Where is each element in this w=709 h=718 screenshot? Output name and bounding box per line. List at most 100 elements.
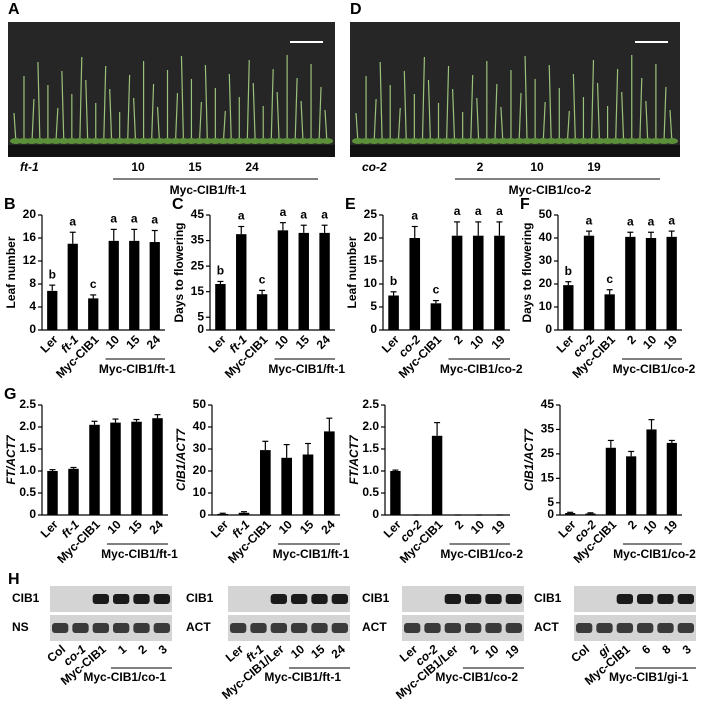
plant-stem: [524, 55, 528, 144]
y-tick-label: 25: [541, 446, 555, 460]
y-tick-label: 45: [541, 397, 555, 411]
x-tick-label: Ler: [208, 517, 231, 540]
line-label: 19: [587, 160, 601, 174]
bar: [583, 235, 595, 330]
bar: [563, 285, 574, 330]
blot-band: [250, 623, 267, 633]
bar: [302, 454, 314, 515]
plant-stem: [13, 112, 17, 144]
bar: [645, 238, 657, 330]
photo: [350, 22, 680, 157]
bar: [430, 303, 442, 330]
plant-stem: [31, 98, 35, 144]
y-tick-label: 15: [364, 253, 378, 267]
bar: [625, 236, 636, 330]
bar: [319, 232, 330, 330]
blot-band: [637, 623, 654, 633]
blot-band: [677, 623, 694, 633]
y-tick-label: 20: [539, 276, 553, 290]
blot-band: [657, 594, 674, 604]
significance-letter: a: [627, 214, 634, 228]
plant-stem: [222, 110, 226, 144]
plant-stem: [318, 86, 322, 144]
y-tick-label: 10: [539, 299, 553, 313]
plant-stem: [615, 68, 619, 144]
genotype-label: ft-1: [20, 160, 39, 174]
y-tick-label: 16: [23, 230, 37, 244]
y-tick-label: 0: [547, 507, 554, 521]
bar: [88, 298, 99, 330]
plant-stem: [542, 101, 546, 144]
blot-band: [153, 623, 170, 633]
blot-band: [133, 594, 150, 604]
y-tick-label: 2.5: [362, 397, 379, 411]
significance-letter: a: [69, 214, 76, 228]
lane-label: 2: [467, 642, 481, 657]
y-tick-label: 0.5: [19, 485, 36, 499]
x-tick-label: 15: [123, 332, 143, 352]
plant-stem: [518, 92, 522, 144]
plant-stem: [572, 73, 576, 144]
y-tick-label: 4: [29, 299, 36, 313]
blot: [574, 586, 696, 612]
y-tick-label: 40: [193, 419, 207, 433]
bar: [256, 294, 268, 330]
lane-label: Col: [568, 642, 592, 665]
panel-label: C: [172, 196, 184, 213]
blot-band: [465, 623, 482, 633]
bar: [260, 450, 271, 515]
significance-letter: a: [321, 207, 328, 221]
x-tick-label: 24: [318, 517, 338, 537]
blot-band: [72, 623, 89, 633]
blot-band: [311, 594, 328, 604]
significance-letter: c: [259, 273, 266, 287]
y-tick-label: 1.0: [19, 463, 36, 477]
plant-stem: [445, 65, 450, 144]
plant-stem: [55, 107, 59, 144]
panel-label: G: [4, 386, 16, 403]
plant-stem: [150, 83, 155, 144]
y-tick-label: 0: [545, 322, 552, 336]
significance-letter: a: [648, 214, 655, 228]
y-tick-label: 2.5: [19, 397, 36, 411]
plant-stem: [476, 97, 480, 144]
plant-stem: [103, 65, 107, 144]
bar: [89, 424, 100, 515]
blot-band: [616, 594, 633, 604]
lane-label: 3: [156, 642, 170, 657]
y-tick-label: 5: [370, 299, 377, 313]
y-tick-label: 0: [29, 507, 36, 521]
plant-stem: [61, 70, 65, 144]
panel-label: H: [8, 571, 20, 588]
plant-stem: [548, 64, 552, 144]
bar: [604, 294, 615, 330]
x-tick-label: 2: [452, 517, 467, 532]
y-tick-label: 0: [199, 507, 206, 521]
x-tick-label: 19: [489, 517, 509, 537]
significance-letter: a: [300, 207, 307, 221]
bar: [47, 290, 58, 330]
x-tick-label: 15: [297, 517, 317, 537]
panel-label: B: [4, 196, 16, 213]
y-tick-label: 20: [193, 463, 207, 477]
y-tick-label: 0: [29, 322, 36, 336]
plant-stem: [470, 74, 474, 144]
bar: [238, 512, 250, 515]
blot-band: [133, 623, 150, 633]
lane-label: 8: [659, 642, 673, 657]
lane-label: 24: [329, 642, 348, 662]
plant-rosette: [666, 138, 678, 144]
y-tick-label: 1.5: [19, 441, 36, 455]
plant-stem: [85, 79, 89, 144]
x-tick-label: 15: [126, 517, 146, 537]
blot: [50, 615, 172, 641]
blot-band: [485, 623, 502, 633]
bar: [149, 242, 160, 330]
group-label: Myc-CIB1/ft-1: [99, 362, 176, 376]
x-tick-label: 10: [272, 332, 292, 352]
y-tick-label: 2.0: [362, 419, 379, 433]
plant-stem: [590, 59, 595, 144]
x-tick-label: 10: [641, 517, 661, 537]
bar: [131, 421, 142, 515]
